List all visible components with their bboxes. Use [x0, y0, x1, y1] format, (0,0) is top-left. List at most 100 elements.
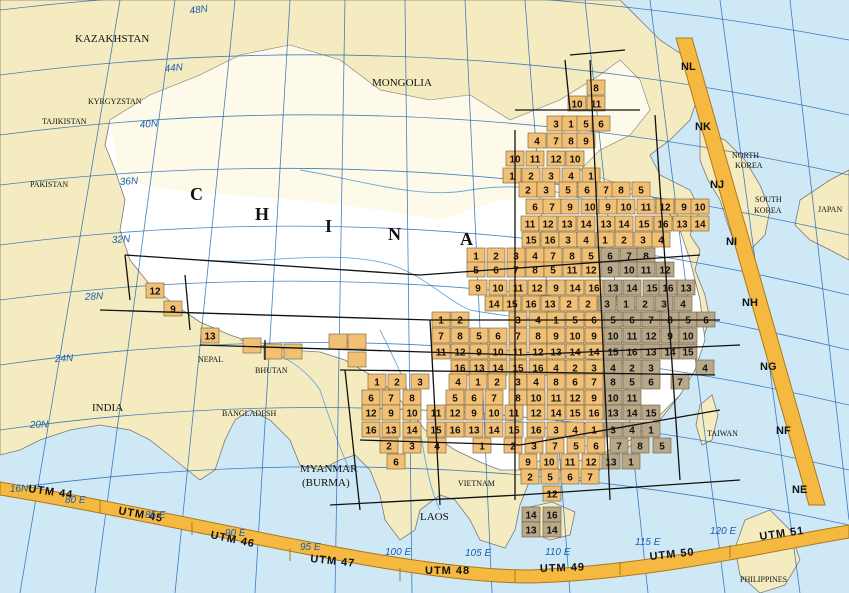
- map-sheet[interactable]: 3: [603, 421, 623, 438]
- map-sheet[interactable]: 12: [450, 343, 470, 360]
- map-sheet[interactable]: 12: [655, 198, 675, 215]
- map-sheet[interactable]: 9: [469, 343, 489, 360]
- map-sheet[interactable]: 5: [631, 181, 651, 198]
- map-sheet[interactable]: 9: [674, 198, 694, 215]
- map-sheet[interactable]: 7: [670, 373, 690, 390]
- map-sheet[interactable]: 3: [597, 295, 617, 312]
- map-sheet[interactable]: 5: [558, 181, 578, 198]
- map-sheet[interactable]: [347, 351, 367, 368]
- map-sheet[interactable]: 14: [402, 421, 422, 438]
- map-sheet[interactable]: 8: [402, 389, 422, 406]
- map-sheet[interactable]: 16: [622, 343, 642, 360]
- map-sheet[interactable]: 3: [506, 247, 526, 264]
- map-sheet[interactable]: 6: [525, 198, 545, 215]
- map-sheet[interactable]: 13: [596, 215, 616, 232]
- map-sheet[interactable]: 9: [546, 327, 566, 344]
- map-sheet[interactable]: 9: [576, 132, 596, 149]
- map-sheet[interactable]: 16: [521, 295, 541, 312]
- map-sheet[interactable]: 16: [361, 421, 381, 438]
- map-sheet[interactable]: 11: [636, 198, 656, 215]
- map-sheet[interactable]: 13: [546, 343, 566, 360]
- map-sheet[interactable]: 7: [508, 327, 528, 344]
- map-sheet[interactable]: 9: [600, 261, 620, 278]
- map-sheet[interactable]: 14: [542, 521, 562, 538]
- map-sheet[interactable]: 5: [581, 247, 601, 264]
- map-sheet[interactable]: 13: [603, 404, 623, 421]
- map-sheet[interactable]: 12: [145, 282, 165, 299]
- map-sheet[interactable]: 13: [672, 215, 692, 232]
- map-sheet[interactable]: 7: [546, 132, 566, 149]
- map-sheet[interactable]: 5: [543, 261, 563, 278]
- map-sheet[interactable]: 2: [486, 247, 506, 264]
- map-sheet[interactable]: 14: [521, 506, 541, 523]
- map-sheet[interactable]: 3: [641, 359, 661, 376]
- map-sheet[interactable]: 6: [560, 468, 580, 485]
- map-sheet[interactable]: 13: [641, 343, 661, 360]
- map-sheet[interactable]: 1: [502, 167, 522, 184]
- map-sheet[interactable]: 6: [641, 373, 661, 390]
- map-sheet[interactable]: 6: [591, 115, 611, 132]
- map-sheet[interactable]: 9: [464, 404, 484, 421]
- map-sheet[interactable]: 12: [361, 404, 381, 421]
- map-sheet[interactable]: 7: [542, 198, 562, 215]
- map-sheet[interactable]: 12: [546, 150, 566, 167]
- map-sheet[interactable]: 2: [487, 373, 507, 390]
- map-sheet[interactable]: [263, 343, 283, 360]
- map-sheet[interactable]: 16: [584, 404, 604, 421]
- map-sheet[interactable]: 14: [576, 215, 596, 232]
- map-sheet[interactable]: 8: [636, 247, 656, 264]
- map-sheet[interactable]: 7: [506, 261, 526, 278]
- map-sheet[interactable]: 3: [508, 373, 528, 390]
- map-sheet[interactable]: 7: [381, 389, 401, 406]
- map-sheet[interactable]: 13: [200, 327, 220, 344]
- map-sheet[interactable]: 12: [445, 404, 465, 421]
- map-sheet[interactable]: 12: [526, 404, 546, 421]
- map-sheet[interactable]: 7: [543, 247, 563, 264]
- map-sheet[interactable]: 16: [540, 231, 560, 248]
- map-sheet[interactable]: 6: [577, 181, 597, 198]
- map-sheet[interactable]: 8: [630, 437, 650, 454]
- map-sheet[interactable]: 13: [557, 215, 577, 232]
- map-sheet[interactable]: 15: [504, 421, 524, 438]
- map-sheet[interactable]: 3: [524, 437, 544, 454]
- map-sheet[interactable]: 9: [468, 279, 488, 296]
- map-sheet[interactable]: 9: [584, 327, 604, 344]
- map-sheet[interactable]: 15: [565, 404, 585, 421]
- map-sheet[interactable]: 7: [609, 437, 629, 454]
- map-sheet[interactable]: 15: [678, 343, 698, 360]
- map-sheet[interactable]: 16: [658, 279, 678, 296]
- map-sheet[interactable]: 10: [616, 198, 636, 215]
- map-sheet[interactable]: 9: [163, 300, 183, 317]
- map-sheet[interactable]: 3: [633, 231, 653, 248]
- map-sheet[interactable]: 14: [484, 295, 504, 312]
- map-sheet[interactable]: 4: [448, 373, 468, 390]
- map-sheet[interactable]: 5: [566, 437, 586, 454]
- map-sheet[interactable]: 10: [565, 150, 585, 167]
- map-sheet[interactable]: 7: [431, 327, 451, 344]
- map-sheet[interactable]: 13: [464, 421, 484, 438]
- map-sheet[interactable]: 13: [676, 279, 696, 296]
- map-sheet[interactable]: 1: [616, 295, 636, 312]
- map-sheet[interactable]: 2: [503, 437, 523, 454]
- map-sheet[interactable]: 2: [518, 181, 538, 198]
- map-sheet[interactable]: 8: [528, 327, 548, 344]
- map-sheet[interactable]: 1: [641, 421, 661, 438]
- map-sheet[interactable]: 2: [578, 295, 598, 312]
- map-sheet[interactable]: 14: [565, 279, 585, 296]
- map-sheet[interactable]: 12: [641, 327, 661, 344]
- map-sheet[interactable]: [283, 343, 303, 360]
- map-sheet[interactable]: 4: [565, 421, 585, 438]
- map-sheet[interactable]: 1: [367, 373, 387, 390]
- map-sheet[interactable]: 7: [584, 373, 604, 390]
- map-sheet[interactable]: 2: [559, 295, 579, 312]
- map-sheet[interactable]: 10: [567, 95, 587, 112]
- map-sheet[interactable]: 12: [538, 215, 558, 232]
- map-sheet[interactable]: 14: [660, 343, 680, 360]
- map-sheet[interactable]: 16: [450, 359, 470, 376]
- map-sheet[interactable]: 11: [426, 404, 446, 421]
- map-sheet[interactable]: 11: [636, 261, 656, 278]
- map-sheet[interactable]: 15: [502, 295, 522, 312]
- map-sheet[interactable]: 9: [546, 279, 566, 296]
- map-sheet[interactable]: 5: [622, 373, 642, 390]
- map-sheet[interactable]: 2: [614, 231, 634, 248]
